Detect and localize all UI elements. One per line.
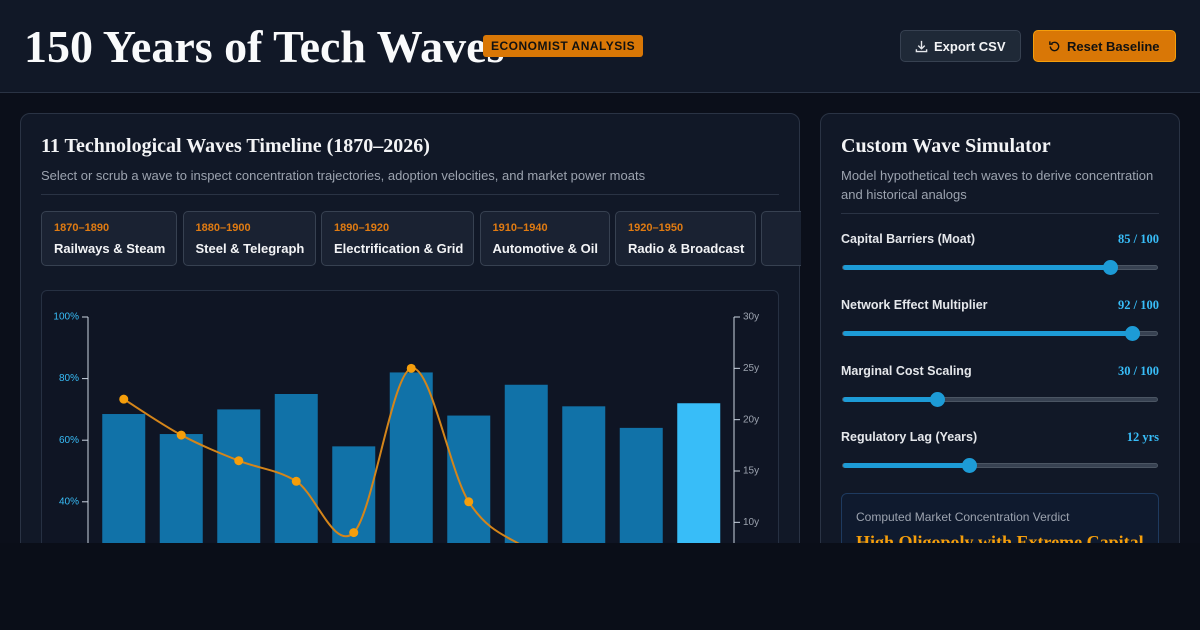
slider-value: 12 yrs <box>1126 430 1159 444</box>
wave-name: Automotive & Oil <box>492 241 598 256</box>
y2-tick-label: 10y <box>743 517 759 528</box>
header: 150 Years of Tech Waves ECONOMIST ANALYS… <box>0 0 1200 93</box>
divider <box>41 194 779 195</box>
y2-tick-label: 15y <box>743 466 759 477</box>
viewport: 150 Years of Tech Waves ECONOMIST ANALYS… <box>0 0 1200 543</box>
wave-card[interactable]: 1880–1900 Steel & Telegraph <box>182 211 316 266</box>
simulator-panel: Custom Wave Simulator Model hypothetical… <box>820 113 1180 543</box>
y-tick-label: 100% <box>53 312 79 323</box>
wave-name: Railways & Steam <box>54 241 166 256</box>
y-tick-label: 60% <box>59 435 79 446</box>
panel-title: Custom Wave Simulator <box>841 135 1051 157</box>
y-tick-label: 80% <box>59 373 79 384</box>
reset-button[interactable]: Reset Baseline <box>1033 30 1176 62</box>
export-button[interactable]: Export CSV <box>900 30 1021 62</box>
wave-card[interactable]: 1910–1940 Automotive & Oil <box>479 211 610 266</box>
wave-card[interactable]: 1920–1950 Radio & Broadcast <box>615 211 756 266</box>
panel-subtitle: Select or scrub a wave to inspect concen… <box>41 168 646 183</box>
verdict-label: Computed Market Concentration Verdict <box>856 510 1070 524</box>
wave-period: 1920–1950 <box>628 222 684 234</box>
slider-label: Regulatory Lag (Years) <box>841 430 978 444</box>
bar <box>274 394 318 543</box>
button-label: Reset Baseline <box>1067 38 1160 54</box>
reset-icon <box>1049 40 1060 51</box>
wave-name: Steel & Telegraph <box>195 241 305 256</box>
y2-tick-label: 30y <box>743 312 759 323</box>
page-title: 150 Years of Tech Waves <box>24 21 505 72</box>
slider-label: Capital Barriers (Moat) <box>841 232 976 246</box>
slider-track[interactable] <box>842 458 1158 473</box>
y-tick-label: 40% <box>59 496 79 507</box>
slider-fill <box>843 463 969 468</box>
slider-fill <box>843 331 1132 336</box>
slider-thumb[interactable] <box>961 458 977 473</box>
download-icon <box>915 40 928 52</box>
timeline-panel: 11 Technological Waves Timeline (1870–20… <box>20 113 801 543</box>
verdict-text: High Oligopoly with Extreme Capital <box>856 532 1144 543</box>
slider-thumb[interactable] <box>1124 326 1140 341</box>
button-label: Export CSV <box>934 38 1006 54</box>
slider-label: Network Effect Multiplier <box>841 298 988 312</box>
bar <box>447 415 491 543</box>
wave-period: 1880–1900 <box>195 222 251 234</box>
wave-name: Radio & Broadcast <box>628 241 745 256</box>
line <box>123 367 520 543</box>
verdict-box: Computed Market Concentration Verdict Hi… <box>841 493 1159 543</box>
line-point <box>234 456 244 466</box>
slider-thumb[interactable] <box>930 392 946 407</box>
slider-label: Marginal Cost Scaling <box>841 364 972 378</box>
slider-track[interactable] <box>842 392 1158 407</box>
bar <box>677 403 721 543</box>
bar <box>102 414 146 543</box>
slider-fill <box>843 265 1110 270</box>
slider-thumb[interactable] <box>1102 260 1118 275</box>
panel-title: 11 Technological Waves Timeline (1870–20… <box>41 135 430 157</box>
bar <box>619 427 663 543</box>
wave-card-clipped[interactable] <box>761 211 801 266</box>
slider-fill <box>843 397 938 402</box>
slider-value: 92 / 100 <box>1118 298 1159 312</box>
line-point <box>406 363 416 373</box>
y2-tick-label: 20y <box>743 414 759 425</box>
badge: ECONOMIST ANALYSIS <box>483 35 644 57</box>
wave-period: 1910–1940 <box>492 222 548 234</box>
line-point <box>349 528 359 538</box>
bar <box>159 434 203 543</box>
slider-value: 85 / 100 <box>1118 232 1159 246</box>
slider-track[interactable] <box>842 326 1158 341</box>
chart-frame: 40% 60% 80% 100% 10y 15y 20y 25y 30y <box>41 290 779 543</box>
slider-track[interactable] <box>842 260 1158 275</box>
wave-period: 1870–1890 <box>54 222 110 234</box>
chart: 40% 60% 80% 100% 10y 15y 20y 25y 30y <box>53 312 759 543</box>
line-point <box>291 476 301 486</box>
y2-tick-label: 25y <box>743 363 759 374</box>
line-point <box>119 394 129 404</box>
bar <box>504 384 548 543</box>
wave-card[interactable]: 1870–1890 Railways & Steam <box>41 211 177 266</box>
bar <box>217 409 261 543</box>
slider-value: 30 / 100 <box>1118 364 1159 378</box>
panel-subtitle: Model hypothetical tech waves to derive … <box>841 168 1154 202</box>
line-point <box>176 430 186 440</box>
wave-period: 1890–1920 <box>334 222 390 234</box>
bar <box>389 372 433 543</box>
wave-card[interactable]: 1890–1920 Electrification & Grid <box>321 211 474 266</box>
bar <box>562 406 606 543</box>
line-point <box>464 497 474 507</box>
wave-name: Electrification & Grid <box>334 241 464 256</box>
divider <box>841 213 1159 214</box>
bar <box>332 446 376 543</box>
